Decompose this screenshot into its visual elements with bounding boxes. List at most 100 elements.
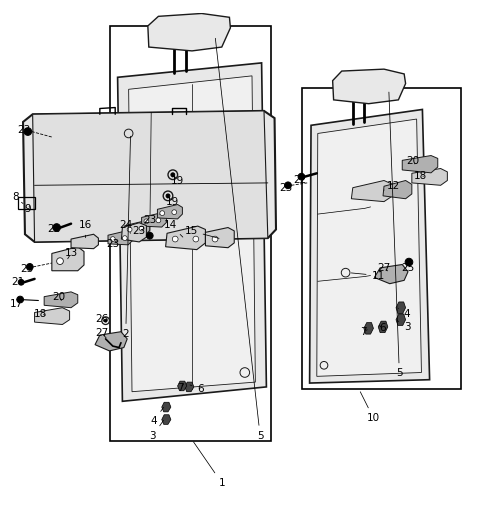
Polygon shape xyxy=(95,332,127,351)
Circle shape xyxy=(104,319,107,322)
Circle shape xyxy=(122,236,127,240)
Bar xyxy=(110,26,271,441)
Circle shape xyxy=(171,173,175,177)
Text: 3: 3 xyxy=(149,420,164,441)
Text: 23: 23 xyxy=(143,214,159,225)
Circle shape xyxy=(193,236,199,242)
Text: 22: 22 xyxy=(293,175,307,184)
Polygon shape xyxy=(162,415,171,424)
Circle shape xyxy=(24,128,32,135)
Text: 7: 7 xyxy=(177,383,183,393)
Circle shape xyxy=(53,224,60,231)
Polygon shape xyxy=(44,292,78,308)
Circle shape xyxy=(172,236,178,242)
Text: 2: 2 xyxy=(122,136,131,339)
Polygon shape xyxy=(23,111,276,242)
Circle shape xyxy=(298,173,305,180)
Polygon shape xyxy=(52,247,84,271)
Bar xyxy=(18,197,35,209)
Text: 13: 13 xyxy=(64,248,78,259)
Text: 4: 4 xyxy=(150,408,164,426)
Circle shape xyxy=(18,279,24,285)
Text: 6: 6 xyxy=(379,323,386,333)
Text: 22: 22 xyxy=(47,224,60,234)
Text: 23: 23 xyxy=(132,223,146,236)
Text: 25: 25 xyxy=(401,263,415,273)
Polygon shape xyxy=(33,111,268,242)
Polygon shape xyxy=(351,180,393,201)
Polygon shape xyxy=(121,223,146,242)
Circle shape xyxy=(172,210,177,215)
Text: 3: 3 xyxy=(397,321,410,332)
Polygon shape xyxy=(129,76,255,392)
Text: 9: 9 xyxy=(24,205,31,214)
Polygon shape xyxy=(402,156,438,173)
Circle shape xyxy=(166,194,170,198)
Text: 23: 23 xyxy=(106,239,120,249)
Polygon shape xyxy=(412,169,447,185)
Text: 11: 11 xyxy=(351,271,385,281)
Text: 14: 14 xyxy=(164,220,183,237)
Text: 19: 19 xyxy=(171,176,184,185)
Text: 17: 17 xyxy=(10,299,24,310)
Polygon shape xyxy=(178,381,187,391)
Text: 24: 24 xyxy=(119,220,132,233)
Circle shape xyxy=(110,237,115,241)
Circle shape xyxy=(139,226,144,231)
Polygon shape xyxy=(108,230,133,245)
Text: 6: 6 xyxy=(190,384,204,394)
Bar xyxy=(302,88,461,389)
Polygon shape xyxy=(396,302,406,314)
Circle shape xyxy=(212,236,218,242)
Polygon shape xyxy=(333,69,406,104)
Text: 23: 23 xyxy=(17,125,31,135)
Text: 20: 20 xyxy=(52,292,65,301)
Text: 20: 20 xyxy=(406,157,420,166)
Circle shape xyxy=(127,227,132,232)
Polygon shape xyxy=(374,265,408,284)
Polygon shape xyxy=(364,323,373,334)
Text: 18: 18 xyxy=(34,309,48,319)
Polygon shape xyxy=(125,221,150,235)
Text: 27: 27 xyxy=(95,328,108,338)
Polygon shape xyxy=(71,234,98,248)
Circle shape xyxy=(285,182,291,189)
Text: 10: 10 xyxy=(360,392,380,423)
Text: 16: 16 xyxy=(79,220,92,238)
Circle shape xyxy=(17,296,24,303)
Polygon shape xyxy=(35,308,70,325)
Circle shape xyxy=(57,258,63,265)
Polygon shape xyxy=(310,110,430,383)
Polygon shape xyxy=(157,205,182,219)
Text: 19: 19 xyxy=(166,197,180,207)
Text: 8: 8 xyxy=(12,192,23,204)
Text: 7: 7 xyxy=(360,327,367,337)
Text: 15: 15 xyxy=(184,226,219,238)
Polygon shape xyxy=(148,14,230,51)
Text: 26: 26 xyxy=(95,314,108,324)
Polygon shape xyxy=(317,119,421,376)
Text: 5: 5 xyxy=(389,92,403,378)
Text: 23: 23 xyxy=(20,264,33,274)
Polygon shape xyxy=(166,226,205,249)
Circle shape xyxy=(144,219,149,224)
Polygon shape xyxy=(378,321,388,333)
Text: 27: 27 xyxy=(377,263,391,273)
Circle shape xyxy=(156,218,161,223)
Text: 18: 18 xyxy=(413,171,427,181)
Text: 5: 5 xyxy=(216,38,264,441)
Polygon shape xyxy=(142,213,167,227)
Text: 4: 4 xyxy=(398,308,410,319)
Circle shape xyxy=(146,232,153,239)
Text: 1: 1 xyxy=(193,442,225,488)
Text: 21: 21 xyxy=(12,277,25,287)
Polygon shape xyxy=(396,314,406,325)
Circle shape xyxy=(405,258,413,266)
Polygon shape xyxy=(205,228,234,247)
Polygon shape xyxy=(118,63,266,401)
Polygon shape xyxy=(162,402,171,412)
Circle shape xyxy=(160,211,165,216)
Text: 12: 12 xyxy=(384,181,400,191)
Polygon shape xyxy=(383,180,412,199)
Text: 23: 23 xyxy=(279,183,292,193)
